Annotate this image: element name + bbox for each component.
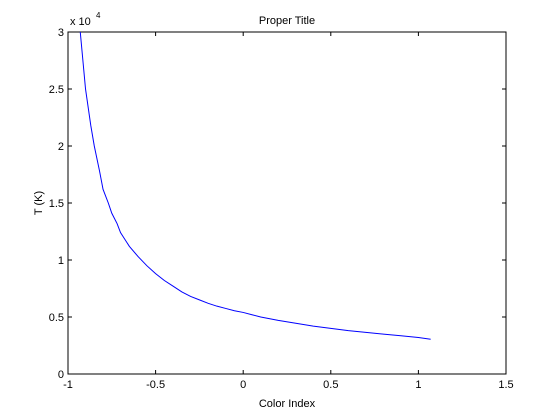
x-tick-label: 0	[240, 379, 246, 391]
y-tick-label: 0	[58, 369, 64, 381]
chart-title: Proper Title	[259, 15, 315, 27]
y-tick-label: 2.5	[49, 84, 64, 96]
x-tick-label: -1	[63, 379, 73, 391]
y-axis-label: T (K)	[33, 191, 45, 215]
series-line	[79, 31, 431, 340]
y-exponent-base: x 10	[70, 16, 91, 28]
y-tick-label: 1.5	[49, 198, 64, 210]
y-tick-label: 3	[58, 27, 64, 39]
x-tick-label: 0.5	[323, 379, 338, 391]
y-tick-labels: 0 0.5 1 1.5 2 2.5 3	[49, 27, 64, 381]
x-tick-label: 1	[415, 379, 421, 391]
x-tick-label: 1.5	[498, 379, 513, 391]
x-tick-label: -0.5	[146, 379, 165, 391]
x-axis-label: Color Index	[259, 398, 316, 410]
ticks	[67, 31, 507, 375]
plot-area	[67, 31, 507, 375]
y-tick-label: 1	[58, 255, 64, 267]
y-tick-label: 0.5	[49, 312, 64, 324]
x-tick-labels: -1 -0.5 0 0.5 1 1.5	[63, 379, 514, 391]
y-tick-label: 2	[58, 141, 64, 153]
y-exponent-power: 4	[96, 11, 101, 20]
